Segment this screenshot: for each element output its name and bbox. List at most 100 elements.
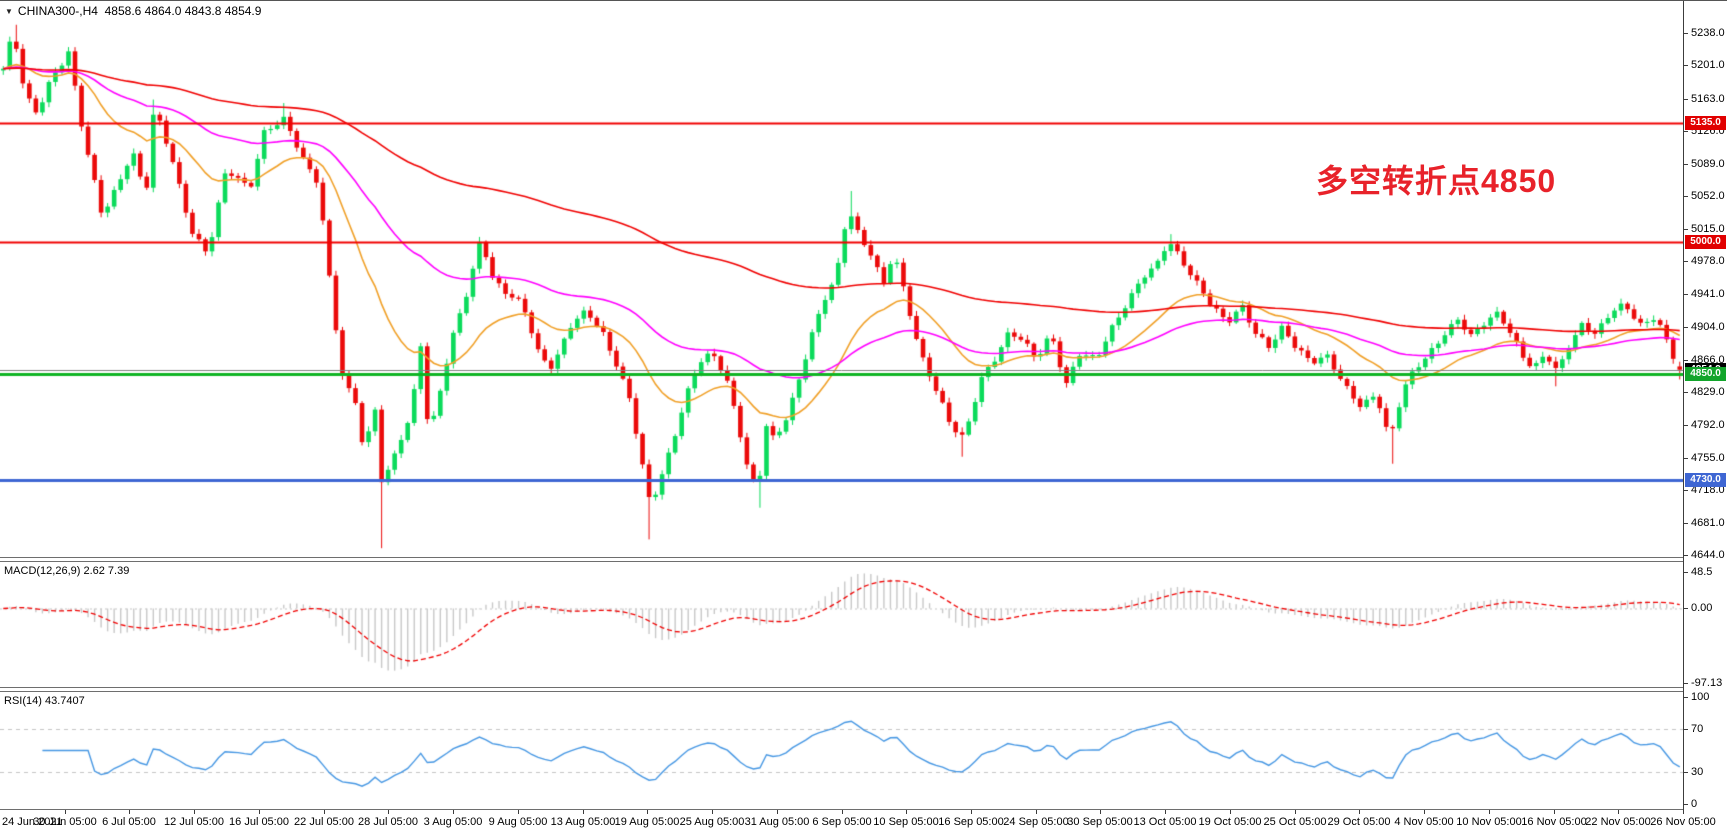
price-tick-label: 4941.0 xyxy=(1691,288,1725,300)
date-tick-label: 25 Aug 05:00 xyxy=(679,816,745,828)
rsi-tick-label: 30 xyxy=(1691,766,1704,778)
price-tick-label: 4644.0 xyxy=(1691,549,1725,561)
date-axis-tick xyxy=(194,810,195,814)
date-tick-label: 26 Nov 05:00 xyxy=(1650,816,1716,828)
date-tick-label: 13 Aug 05:00 xyxy=(550,816,616,828)
date-axis-tick xyxy=(324,810,325,814)
date-axis-tick xyxy=(1489,810,1490,814)
date-tick-label: 16 Jul 05:00 xyxy=(229,816,289,828)
rsi-label: RSI(14) 43.7407 xyxy=(4,695,85,707)
symbol-label: CHINA300-,H4 xyxy=(17,4,98,18)
price-badge-resistance-5000: 5000.0 xyxy=(1685,235,1726,249)
date-axis-tick xyxy=(647,810,648,814)
price-axis-tick xyxy=(1684,555,1688,556)
rsi-tick-label: 70 xyxy=(1691,723,1704,735)
price-axis-tick xyxy=(1684,327,1688,328)
date-axis-tick xyxy=(1554,810,1555,814)
price-axis-tick xyxy=(1684,229,1688,230)
price-axis-tick xyxy=(1684,33,1688,34)
symbol-dropdown-icon[interactable]: ▼ xyxy=(5,7,13,16)
chart-title: ▼ CHINA300-,H4 4858.6 4864.0 4843.8 4854.… xyxy=(5,4,261,18)
date-axis-tick xyxy=(259,810,260,814)
macd-tick-label: -97.13 xyxy=(1691,677,1723,689)
price-axis-tick xyxy=(1684,99,1688,100)
price-badge-pivot-4850: 4850.0 xyxy=(1685,367,1726,381)
panel-separator xyxy=(0,561,1727,562)
date-axis-tick xyxy=(1100,810,1101,814)
date-axis-tick xyxy=(777,810,778,814)
rsi-axis-tick xyxy=(1684,772,1688,773)
price-tick-label: 5015.0 xyxy=(1691,223,1725,235)
date-tick-label: 30 Jun 05:00 xyxy=(33,816,97,828)
date-axis-tick xyxy=(65,810,66,814)
price-axis-tick xyxy=(1684,196,1688,197)
rsi-canvas[interactable] xyxy=(0,692,1683,809)
price-axis-tick xyxy=(1684,490,1688,491)
main-chart-canvas[interactable] xyxy=(0,1,1683,557)
date-axis-tick xyxy=(1295,810,1296,814)
macd-axis-tick xyxy=(1684,608,1688,609)
date-tick-label: 31 Aug 05:00 xyxy=(744,816,810,828)
macd-panel: MACD(12,26,9) 2.62 7.39 xyxy=(0,562,1683,687)
date-tick-label: 16 Nov 05:00 xyxy=(1521,816,1587,828)
date-tick-label: 10 Sep 05:00 xyxy=(873,816,939,828)
date-tick-label: 19 Oct 05:00 xyxy=(1198,816,1262,828)
panel-separator xyxy=(0,687,1727,688)
price-badge-support-4730: 4730.0 xyxy=(1685,473,1726,487)
date-axis-tick xyxy=(583,810,584,814)
price-badge-resistance-5135: 5135.0 xyxy=(1685,116,1726,130)
macd-tick-label: 0.00 xyxy=(1691,602,1713,614)
macd-label: MACD(12,26,9) 2.62 7.39 xyxy=(4,565,130,577)
date-tick-label: 24 Sep 05:00 xyxy=(1003,816,1069,828)
date-tick-label: 19 Aug 05:00 xyxy=(614,816,680,828)
rsi-axis-tick xyxy=(1684,697,1688,698)
price-tick-label: 5089.0 xyxy=(1691,158,1725,170)
price-tick-label: 4792.0 xyxy=(1691,419,1725,431)
date-axis-tick xyxy=(1424,810,1425,814)
panel-separator xyxy=(0,691,1727,692)
price-tick-label: 4904.0 xyxy=(1691,321,1725,333)
date-tick-label: 6 Sep 05:00 xyxy=(812,816,872,828)
price-axis-tick xyxy=(1684,261,1688,262)
price-axis-tick xyxy=(1684,392,1688,393)
date-tick-label: 10 Nov 05:00 xyxy=(1456,816,1522,828)
date-axis-tick xyxy=(712,810,713,814)
price-tick-label: 5163.0 xyxy=(1691,93,1725,105)
date-tick-label: 13 Oct 05:00 xyxy=(1133,816,1197,828)
macd-axis-tick xyxy=(1684,572,1688,573)
date-tick-label: 4 Nov 05:00 xyxy=(1394,816,1454,828)
macd-canvas[interactable] xyxy=(0,562,1683,687)
price-tick-label: 4718.0 xyxy=(1691,484,1725,496)
price-tick-label: 4829.0 xyxy=(1691,386,1725,398)
date-axis-tick xyxy=(1230,810,1231,814)
price-axis-tick xyxy=(1684,523,1688,524)
price-tick-label: 4755.0 xyxy=(1691,452,1725,464)
date-tick-label: 28 Jul 05:00 xyxy=(358,816,418,828)
price-tick-label: 5238.0 xyxy=(1691,27,1725,39)
main-price-panel: ▼ CHINA300-,H4 4858.6 4864.0 4843.8 4854.… xyxy=(0,1,1683,557)
date-axis-tick xyxy=(453,810,454,814)
date-axis[interactable]: 24 Jun 2021 30 Jun 05:00 6 Jul 05:00 12 Jul… xyxy=(0,810,1727,838)
date-axis-tick xyxy=(1036,810,1037,814)
date-axis-tick xyxy=(906,810,907,814)
rsi-tick-label: 100 xyxy=(1691,691,1710,703)
date-tick-label: 29 Oct 05:00 xyxy=(1327,816,1391,828)
date-tick-label: 12 Jul 05:00 xyxy=(164,816,224,828)
date-axis-tick xyxy=(1683,810,1684,814)
date-tick-label: 30 Sep 05:00 xyxy=(1067,816,1133,828)
date-axis-tick xyxy=(1359,810,1360,814)
date-axis-tick xyxy=(971,810,972,814)
price-axis-tick xyxy=(1684,164,1688,165)
panel-separator xyxy=(0,557,1727,558)
price-axis[interactable]: 5238.0 5201.0 5163.0 5126.0 5089.0 5052.0 5015… xyxy=(1683,1,1727,810)
rsi-tick-label: 0 xyxy=(1691,798,1698,810)
macd-axis-tick xyxy=(1684,683,1688,684)
date-tick-label: 22 Nov 05:00 xyxy=(1585,816,1651,828)
price-tick-label: 4978.0 xyxy=(1691,255,1725,267)
rsi-axis-tick xyxy=(1684,729,1688,730)
price-axis-tick xyxy=(1684,360,1688,361)
price-tick-label: 5052.0 xyxy=(1691,190,1725,202)
date-axis-tick xyxy=(842,810,843,814)
date-axis-tick xyxy=(388,810,389,814)
ohlc-readout: 4858.6 4864.0 4843.8 4854.9 xyxy=(104,4,262,18)
